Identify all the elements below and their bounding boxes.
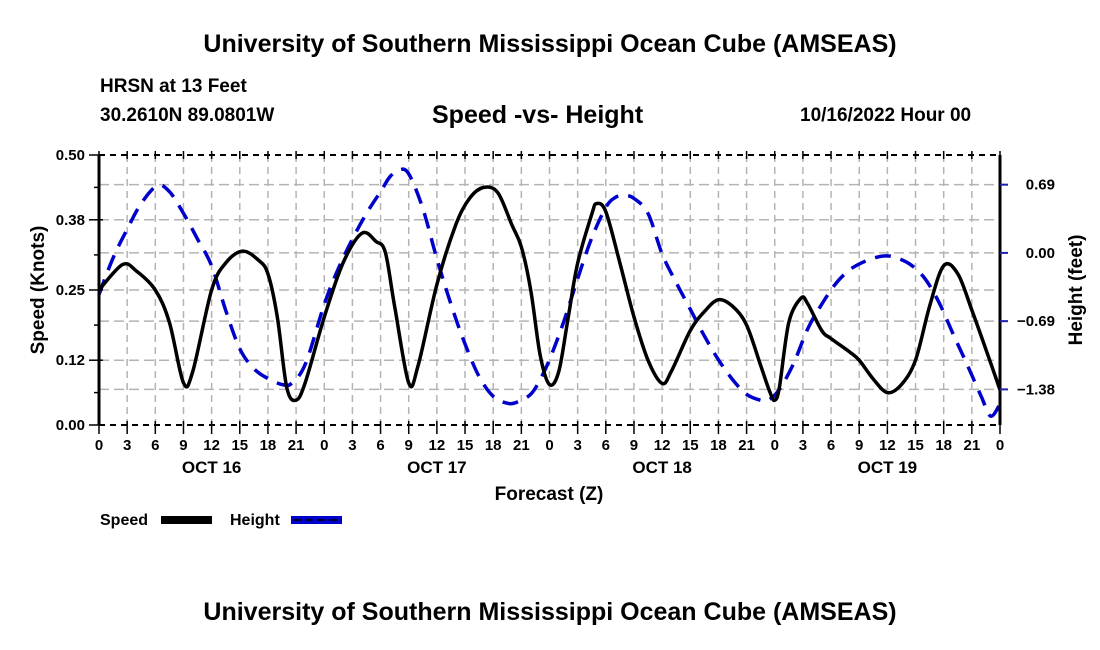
x-tick-label: 6 bbox=[151, 437, 159, 454]
x-tick-label: 21 bbox=[738, 437, 755, 454]
x-tick-label: 18 bbox=[260, 437, 277, 454]
date-label: OCT 17 bbox=[407, 458, 467, 477]
x-tick-label: 15 bbox=[682, 437, 699, 454]
y2-tick-label: −0.69 bbox=[1017, 313, 1055, 330]
y-tick-label: 0.50 bbox=[56, 147, 85, 164]
legend: Speed Height bbox=[100, 512, 342, 529]
chart-title: Speed -vs- Height bbox=[432, 101, 644, 129]
date-label: OCT 19 bbox=[858, 458, 918, 477]
run-time-label: 10/16/2022 Hour 00 bbox=[800, 105, 972, 126]
y-axis-title: Speed (Knots) bbox=[28, 226, 49, 355]
x-tick-label: 18 bbox=[485, 437, 502, 454]
legend-label-height: Height bbox=[230, 512, 280, 529]
x-tick-label: 15 bbox=[907, 437, 924, 454]
legend-label-speed: Speed bbox=[100, 512, 148, 529]
x-tick-label: 0 bbox=[996, 437, 1004, 454]
station-label: HRSN at 13 Feet bbox=[100, 76, 247, 97]
x-tick-label: 3 bbox=[573, 437, 581, 454]
x-tick-label: 18 bbox=[935, 437, 952, 454]
grid bbox=[99, 155, 1000, 425]
legend-swatch-speed bbox=[161, 516, 212, 524]
y-tick-label: 0.38 bbox=[56, 212, 85, 229]
x-tick-label: 3 bbox=[799, 437, 807, 454]
x-tick-label: 12 bbox=[429, 437, 446, 454]
y2-tick-label: 0.00 bbox=[1026, 245, 1055, 262]
x-tick-label: 9 bbox=[179, 437, 187, 454]
x-tick-label: 6 bbox=[602, 437, 610, 454]
date-label: OCT 16 bbox=[182, 458, 242, 477]
x-tick-label: 3 bbox=[348, 437, 356, 454]
x-tick-label: 21 bbox=[513, 437, 530, 454]
x-tick-label: 9 bbox=[855, 437, 863, 454]
coordinates-label: 30.2610N 89.0801W bbox=[100, 105, 275, 126]
height-series-line bbox=[97, 167, 1002, 418]
y-tick-label: 0.25 bbox=[56, 282, 85, 299]
legend-swatch-height bbox=[291, 516, 342, 524]
speed-series-line bbox=[97, 185, 1002, 403]
x-tick-label: 0 bbox=[320, 437, 328, 454]
x-axis-title: Forecast (Z) bbox=[495, 484, 604, 505]
x-tick-label: 12 bbox=[879, 437, 896, 454]
x-tick-label: 6 bbox=[827, 437, 835, 454]
x-tick-label: 6 bbox=[376, 437, 384, 454]
y-tick-label: 0.00 bbox=[56, 417, 85, 434]
main-title: University of Southern Mississippi Ocean… bbox=[203, 30, 897, 58]
x-tick-label: 21 bbox=[288, 437, 305, 454]
x-tick-label: 3 bbox=[123, 437, 131, 454]
y2-axis-title: Height (feet) bbox=[1066, 235, 1087, 346]
x-tick-label: 12 bbox=[203, 437, 220, 454]
axes: 0 3 6 9 12 15 18 21 0 3 6 9 12 15 18 21 0 3 6 9 12 15 18 21 0 3 6 9… bbox=[56, 147, 1055, 477]
y2-tick-label: 0.69 bbox=[1026, 177, 1055, 194]
x-tick-label: 15 bbox=[457, 437, 474, 454]
date-label: OCT 18 bbox=[632, 458, 692, 477]
x-tick-label: 21 bbox=[964, 437, 981, 454]
y-tick-label: 0.12 bbox=[56, 352, 85, 369]
x-tick-label: 15 bbox=[231, 437, 248, 454]
x-tick-label: 9 bbox=[405, 437, 413, 454]
x-tick-label: 0 bbox=[771, 437, 779, 454]
bottom-title: University of Southern Mississippi Ocean… bbox=[203, 598, 897, 626]
y2-tick-label: −1.38 bbox=[1017, 381, 1055, 398]
x-tick-label: 12 bbox=[654, 437, 671, 454]
x-tick-label: 18 bbox=[710, 437, 727, 454]
series bbox=[97, 167, 1002, 418]
x-tick-label: 0 bbox=[95, 437, 103, 454]
x-tick-label: 0 bbox=[545, 437, 553, 454]
x-tick-label: 9 bbox=[630, 437, 638, 454]
